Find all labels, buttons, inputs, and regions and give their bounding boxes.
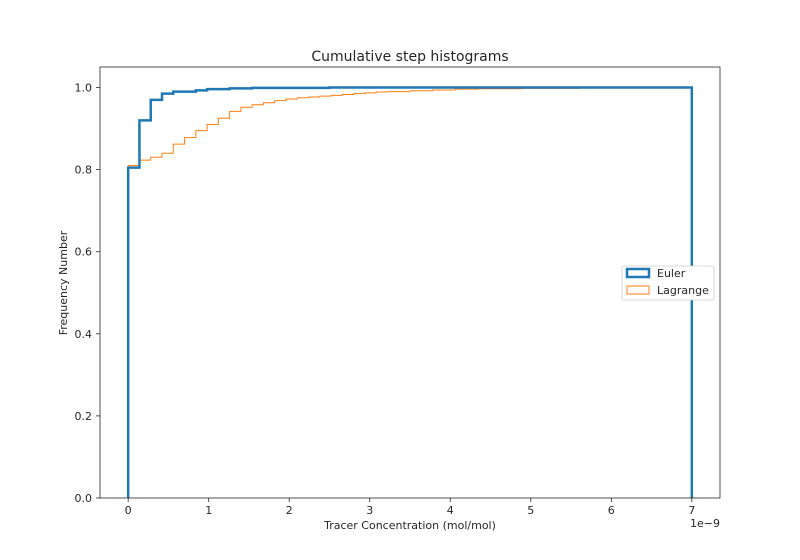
x-tick-label: 3 bbox=[366, 504, 373, 517]
y-tick-label: 0.6 bbox=[75, 246, 93, 259]
x-tick-label: 2 bbox=[286, 504, 293, 517]
x-tick-label: 4 bbox=[447, 504, 454, 517]
y-tick-label: 0.4 bbox=[75, 328, 93, 341]
x-tick-label: 0 bbox=[125, 504, 132, 517]
legend-box bbox=[621, 265, 715, 301]
legend-label-lagrange: Lagrange bbox=[657, 284, 709, 297]
y-tick-label: 0.8 bbox=[75, 164, 93, 177]
series-layer bbox=[126, 86, 694, 498]
x-tick-label: 7 bbox=[688, 504, 695, 517]
legend-label-euler: Euler bbox=[657, 267, 686, 280]
legend-swatch-lagrange bbox=[626, 285, 650, 295]
y-axis-label: Frequency Number bbox=[57, 230, 70, 335]
series-line-lagrange bbox=[127, 87, 693, 498]
y-tick-label: 0.0 bbox=[75, 492, 93, 505]
x-tick-label: 1 bbox=[205, 504, 212, 517]
legend-swatch-euler bbox=[625, 267, 651, 279]
x-axis-offset-label: 1e−9 bbox=[690, 517, 720, 530]
y-tick-label: 1.0 bbox=[75, 82, 93, 95]
x-axis-label: Tracer Concentration (mol/mol) bbox=[323, 519, 496, 532]
y-axis-ticks: 0.0 0.2 0.4 0.6 0.8 1.0 bbox=[75, 82, 100, 505]
series-line-euler bbox=[126, 86, 694, 498]
legend: Euler Lagrange bbox=[621, 265, 715, 301]
y-tick-label: 0.2 bbox=[75, 410, 93, 423]
x-tick-label: 6 bbox=[608, 504, 615, 517]
chart-title: Cumulative step histograms bbox=[311, 49, 508, 65]
x-tick-label: 5 bbox=[527, 504, 534, 517]
x-axis-ticks: 0 1 2 3 4 5 6 7 bbox=[125, 498, 695, 517]
plot-frame bbox=[99, 66, 721, 499]
